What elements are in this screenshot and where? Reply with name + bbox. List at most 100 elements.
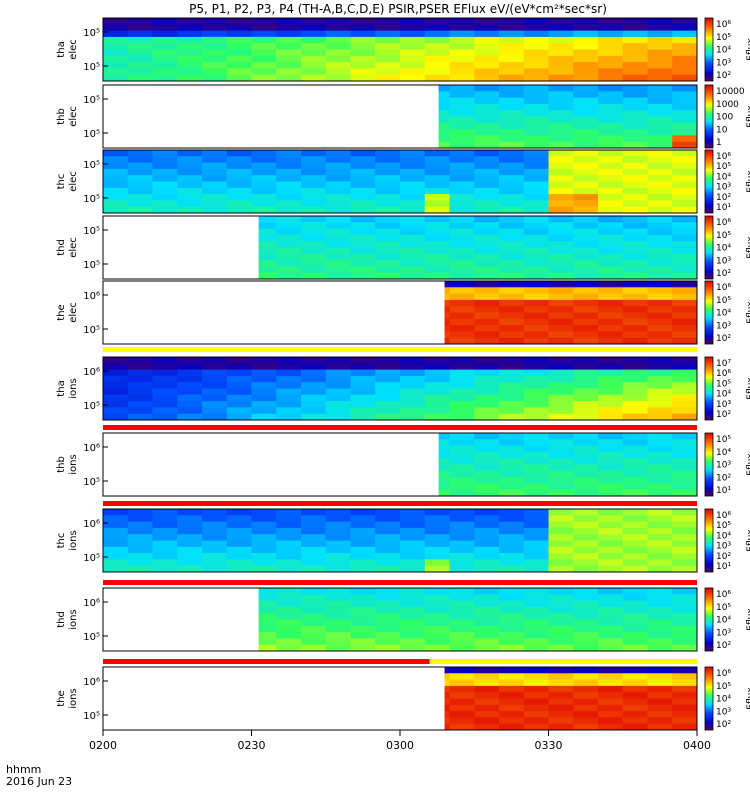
- spectrogram-cell: [474, 97, 500, 105]
- spectrogram-cell: [622, 413, 648, 421]
- spectrogram-cell: [449, 464, 475, 472]
- spectrogram-cell: [523, 477, 549, 484]
- spectrogram-cell: [523, 638, 549, 646]
- spectrogram-cell: [523, 206, 549, 214]
- spectrogram-cell: [598, 388, 624, 396]
- colorbar-tick-label: 10⁴: [716, 616, 731, 626]
- spectrogram-cell: [672, 546, 698, 554]
- spectrogram-cell: [177, 162, 203, 170]
- y-tick-label: 10⁶: [83, 291, 100, 302]
- spectrogram-cell: [499, 401, 525, 408]
- spectrogram-cell: [647, 632, 673, 639]
- spectrogram-cell: [375, 260, 401, 267]
- spectrogram-cell: [350, 36, 376, 44]
- spectrogram-cell: [127, 407, 153, 415]
- spectrogram-cell: [622, 394, 648, 402]
- spectrogram-cell: [622, 181, 648, 189]
- spectrogram-cell: [622, 625, 648, 633]
- spectrogram-cell: [672, 306, 698, 313]
- spectrogram-cell: [449, 43, 475, 50]
- spectrogram-cell: [276, 36, 302, 44]
- spectrogram-cell: [350, 565, 376, 573]
- spectrogram-cell: [523, 667, 549, 674]
- spectrogram-cell: [647, 253, 673, 261]
- spectrogram-cell: [424, 553, 450, 560]
- spectrogram-cell: [523, 369, 549, 377]
- spectrogram-cell: [375, 638, 401, 646]
- spectrogram-cell: [276, 200, 302, 208]
- spectrogram-cell: [325, 266, 351, 274]
- spectrogram-cell: [325, 644, 351, 652]
- spectrogram-cell: [672, 625, 698, 633]
- spectrogram-cell: [499, 704, 525, 712]
- spectrogram-cell: [548, 68, 574, 76]
- spectrogram-cell: [424, 515, 450, 523]
- spectrogram-cell: [424, 565, 450, 573]
- spectrogram-cell: [474, 287, 500, 295]
- spectrogram-cell: [573, 369, 599, 377]
- spectrogram-cell: [573, 704, 599, 712]
- spectrogram-cell: [622, 509, 648, 516]
- spectrogram-cell: [127, 363, 153, 371]
- spectrogram-cell: [672, 287, 698, 295]
- spectrogram-cell: [251, 394, 277, 402]
- spectrogram-cell: [573, 692, 599, 699]
- colorbar: [704, 356, 714, 421]
- spectrogram-cell: [325, 181, 351, 189]
- spectrogram-cell: [523, 489, 549, 497]
- spectrogram-cell: [474, 613, 500, 620]
- spectrogram-cell: [622, 253, 648, 261]
- spectrogram-cell: [622, 451, 648, 459]
- spectrogram-cell: [474, 534, 500, 541]
- spectrogram-cell: [424, 216, 450, 223]
- spectrogram-cell: [622, 129, 648, 136]
- spectrogram-cell: [573, 534, 599, 541]
- spectrogram-cell: [449, 553, 475, 560]
- spectrogram-cell: [177, 413, 203, 421]
- spectrogram-cell: [474, 451, 500, 459]
- spectrogram-cell: [573, 685, 599, 693]
- time-axis: 0200 0230 0300 0330 0400: [89, 730, 711, 752]
- spectrogram-cell: [598, 667, 624, 674]
- spectrogram-cell: [499, 619, 525, 627]
- spectrogram-cell: [474, 216, 500, 223]
- spectrogram-cell: [325, 521, 351, 529]
- spectrogram-cell: [523, 30, 549, 38]
- panel-frame: [102, 215, 698, 280]
- spectrogram-cell: [350, 18, 376, 25]
- spectrogram-cell: [325, 253, 351, 261]
- spectrogram-cell: [375, 619, 401, 627]
- spectrogram-cell: [276, 175, 302, 182]
- spectrogram-cell: [548, 458, 574, 465]
- spectrogram-cell: [598, 369, 624, 377]
- spectrogram-cell: [598, 644, 624, 652]
- spectrogram-cell: [301, 181, 327, 189]
- spectrogram-cell: [548, 325, 574, 332]
- spectrogram-cell: [499, 413, 525, 421]
- spectrogram-cell: [647, 698, 673, 706]
- spectrogram-cell: [202, 413, 228, 421]
- spectrogram-cell: [103, 369, 129, 377]
- spectrogram-cell: [622, 477, 648, 484]
- spectrogram-cell: [301, 187, 327, 195]
- spectrogram-cell: [647, 553, 673, 560]
- spectrogram-cell: [474, 74, 500, 82]
- spectrogram-cell: [622, 306, 648, 313]
- spectrogram-cell: [474, 194, 500, 201]
- spectrogram-cell: [301, 206, 327, 214]
- spectrogram-cell: [424, 606, 450, 614]
- spectrogram-cell: [177, 394, 203, 402]
- spectrogram-cell: [622, 293, 648, 301]
- spectrogram-cell: [548, 110, 574, 117]
- spectrogram-cell: [177, 553, 203, 560]
- spectrogram-cell: [152, 156, 178, 164]
- spectrogram-cell: [301, 74, 327, 82]
- spectrogram-cell: [548, 122, 574, 130]
- colorbar-tick-label: 10⁶: [716, 590, 731, 600]
- spectrogram-cell: [499, 168, 525, 176]
- spectrogram-cell: [647, 717, 673, 725]
- spectrogram-cell: [444, 299, 450, 307]
- spectrogram-cell: [548, 253, 574, 261]
